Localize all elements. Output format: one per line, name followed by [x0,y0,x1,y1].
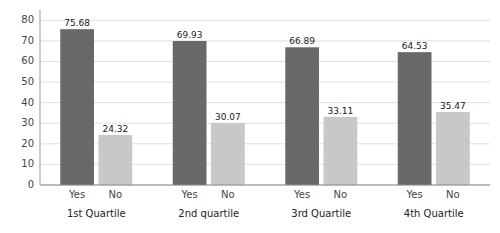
data-label: 24.32 [102,124,128,134]
bar [398,52,432,185]
y-tick-label: 80 [21,14,34,25]
data-label: 69.93 [177,30,203,40]
data-label: 30.07 [215,112,241,122]
bars [60,29,470,185]
bar [436,112,470,185]
data-label: 33.11 [327,106,353,116]
grid-line [40,20,490,21]
series-tick-label: No [109,189,123,200]
y-tick-label: 10 [21,158,34,169]
y-tick-label: 0 [28,179,34,190]
y-axis: 0 10 20 30 40 50 60 70 80 [21,10,490,190]
bar [99,135,133,185]
x-axis-line [40,185,490,186]
y-tick-label: 20 [21,138,34,149]
data-label: 64.53 [402,41,428,51]
bar [285,47,319,185]
bar [324,117,358,185]
data-label: 35.47 [440,101,466,111]
category-label: 3rd Quartile [291,208,351,219]
data-label: 75.68 [64,18,90,28]
series-tick-label: Yes [406,189,423,200]
series-tick-label: No [334,189,348,200]
series-tick-label: No [446,189,460,200]
data-labels: 75.68 69.93 66.89 64.53 24.32 30.07 33.11 35.47 [64,18,466,134]
y-tick-label: 30 [21,117,34,128]
series-tick-label: Yes [293,189,310,200]
series-tick-label: No [221,189,235,200]
category-label: 1st Quartile [67,208,126,219]
y-axis-line [40,10,41,185]
category-label: 2nd quartile [178,208,239,219]
x-axis: Yes Yes Yes Yes No No No No 1st Quartile 2nd quar… [40,185,490,219]
bar [211,123,245,185]
y-tick-label: 40 [21,97,34,108]
category-label: 4th Quartile [404,208,464,219]
y-tick-label: 60 [21,55,34,66]
data-label: 66.89 [289,36,315,46]
y-tick-label: 50 [21,76,34,87]
bar [173,41,207,185]
series-tick-label: Yes [181,189,198,200]
grid-line [40,185,490,186]
y-tick-label: 70 [21,35,34,46]
bar [60,29,94,185]
chart: 0 10 20 30 40 50 60 70 80 75.68 69.93 66.89 64.53 24.… [0,0,500,233]
series-tick-label: Yes [68,189,85,200]
